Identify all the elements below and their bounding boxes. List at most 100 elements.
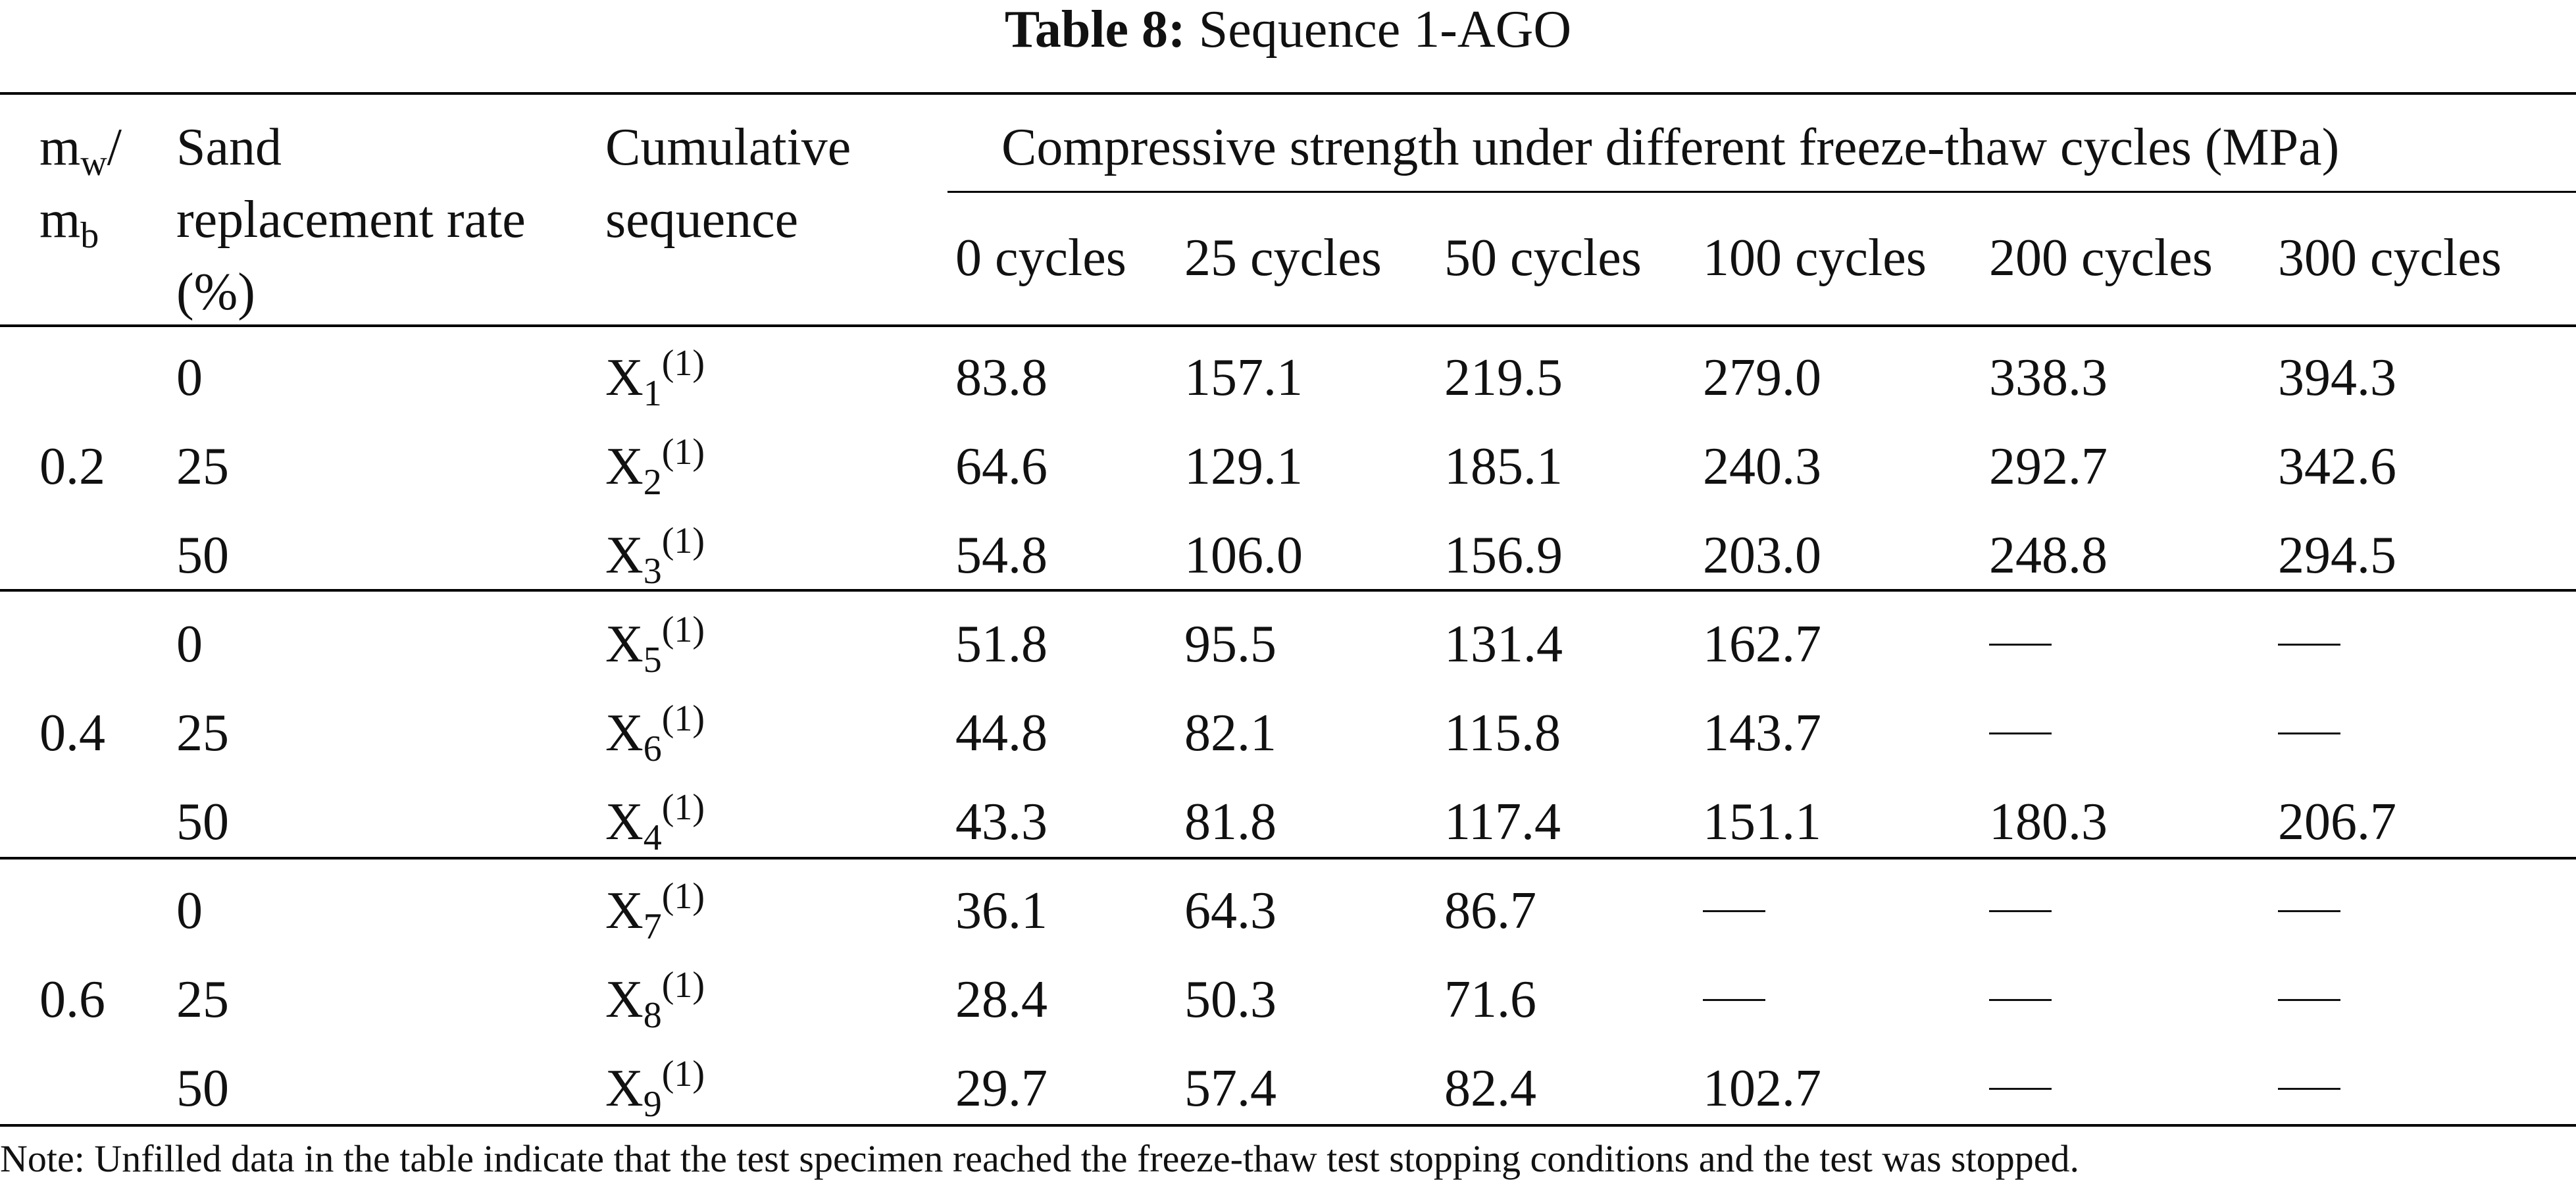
table-caption-label: Table 8:	[1004, 1, 1186, 59]
header-strength-group-title: Compressive strength under different fre…	[1001, 118, 2340, 176]
header-cycle-100: 100 cycles	[1703, 229, 1927, 287]
strength-value-cell: 143.7	[1703, 704, 1821, 762]
header-sequence-line2: sequence	[605, 191, 799, 249]
empty-dash-cell	[1989, 877, 2052, 946]
sand-rate-cell: 0	[176, 349, 203, 407]
strength-value-cell: 342.6	[2278, 438, 2396, 496]
table-bottom-rule	[0, 1124, 2576, 1127]
strength-value-cell: 43.3	[955, 793, 1048, 851]
empty-dash-cell	[1989, 610, 2052, 679]
sequence-cell: X8(1)	[605, 965, 705, 1036]
sand-rate-cell: 0	[176, 615, 203, 673]
strength-value-cell: 81.8	[1184, 793, 1276, 851]
header-ratio-top: mw/	[39, 118, 122, 184]
sand-rate-cell: 50	[176, 793, 229, 851]
empty-dash-cell	[2278, 699, 2340, 768]
strength-value-cell: 28.4	[955, 971, 1048, 1029]
dash-mark	[2278, 732, 2340, 734]
strength-value-cell: 44.8	[955, 704, 1048, 762]
empty-dash-cell	[1989, 965, 2052, 1035]
strength-value-cell: 83.8	[955, 349, 1048, 407]
sand-rate-cell: 0	[176, 882, 203, 940]
strength-value-cell: 294.5	[2278, 526, 2396, 584]
empty-dash-cell	[2278, 1054, 2340, 1123]
dash-mark	[2278, 999, 2340, 1001]
header-sequence-line1: Cumulative	[605, 118, 851, 176]
sand-rate-cell: 50	[176, 1060, 229, 1117]
dash-mark	[1989, 910, 2052, 912]
strength-value-cell: 117.4	[1444, 793, 1561, 851]
group-ratio-label: 0.4	[39, 704, 105, 762]
sand-rate-cell: 25	[176, 971, 229, 1029]
dash-mark	[1989, 732, 2052, 734]
strength-value-cell: 71.6	[1444, 971, 1536, 1029]
table-note: Note: Unfilled data in the table indicat…	[0, 1137, 2079, 1180]
dash-mark	[1989, 999, 2052, 1001]
empty-dash-cell	[2278, 877, 2340, 946]
table-caption: Table 8: Sequence 1-AGO	[0, 0, 2576, 66]
strength-value-cell: 51.8	[955, 615, 1048, 673]
header-bottom-rule	[0, 324, 2576, 327]
group-ratio-label: 0.2	[39, 438, 105, 496]
empty-dash-cell	[2278, 610, 2340, 679]
strength-value-cell: 82.4	[1444, 1060, 1536, 1117]
header-ratio-bottom: mb	[39, 191, 99, 256]
strength-value-cell: 64.3	[1184, 882, 1276, 940]
header-sand-line2: replacement rate	[176, 191, 526, 249]
group-divider-rule	[0, 589, 2576, 592]
strength-value-cell: 338.3	[1989, 349, 2108, 407]
dash-mark	[1703, 910, 1765, 912]
header-sand-line1: Sand	[176, 118, 282, 176]
strength-value-cell: 115.8	[1444, 704, 1561, 762]
sequence-cell: X2(1)	[605, 432, 705, 503]
strength-value-cell: 248.8	[1989, 526, 2108, 584]
strength-value-cell: 162.7	[1703, 615, 1821, 673]
empty-dash-cell	[2278, 965, 2340, 1035]
strength-value-cell: 151.1	[1703, 793, 1821, 851]
sequence-cell: X7(1)	[605, 876, 705, 947]
sequence-cell: X6(1)	[605, 698, 705, 769]
strength-value-cell: 64.6	[955, 438, 1048, 496]
strength-value-cell: 156.9	[1444, 526, 1563, 584]
strength-value-cell: 86.7	[1444, 882, 1536, 940]
sequence-cell: X1(1)	[605, 343, 705, 414]
sand-rate-cell: 25	[176, 704, 229, 762]
empty-dash-cell	[1703, 965, 1765, 1035]
strength-value-cell: 292.7	[1989, 438, 2108, 496]
header-cycle-50: 50 cycles	[1444, 229, 1642, 287]
strength-value-cell: 394.3	[2278, 349, 2396, 407]
dash-mark	[1989, 1088, 2052, 1090]
empty-dash-cell	[1989, 699, 2052, 768]
sequence-cell: X4(1)	[605, 787, 705, 858]
strength-value-cell: 29.7	[955, 1060, 1048, 1117]
strength-value-cell: 157.1	[1184, 349, 1303, 407]
group-divider-rule	[0, 857, 2576, 859]
header-sand-line3: (%)	[176, 263, 255, 321]
strength-value-cell: 219.5	[1444, 349, 1563, 407]
dash-mark	[1703, 999, 1765, 1001]
sand-rate-cell: 50	[176, 526, 229, 584]
header-cycle-200: 200 cycles	[1989, 229, 2213, 287]
strength-value-cell: 36.1	[955, 882, 1048, 940]
dash-mark	[2278, 1088, 2340, 1090]
strength-value-cell: 131.4	[1444, 615, 1563, 673]
empty-dash-cell	[1703, 877, 1765, 946]
strength-value-cell: 54.8	[955, 526, 1048, 584]
sequence-cell: X3(1)	[605, 521, 705, 592]
strength-value-cell: 279.0	[1703, 349, 1821, 407]
strength-value-cell: 203.0	[1703, 526, 1821, 584]
sand-rate-cell: 25	[176, 438, 229, 496]
strength-value-cell: 95.5	[1184, 615, 1276, 673]
sequence-cell: X9(1)	[605, 1054, 705, 1125]
empty-dash-cell	[1989, 1054, 2052, 1123]
strength-value-cell: 240.3	[1703, 438, 1821, 496]
dash-mark	[2278, 644, 2340, 646]
group-header-rule	[947, 191, 2576, 193]
strength-value-cell: 185.1	[1444, 438, 1563, 496]
table-top-rule	[0, 92, 2576, 95]
strength-value-cell: 82.1	[1184, 704, 1276, 762]
dash-mark	[2278, 910, 2340, 912]
sequence-cell: X5(1)	[605, 609, 705, 680]
header-cycle-25: 25 cycles	[1184, 229, 1382, 287]
strength-value-cell: 50.3	[1184, 971, 1276, 1029]
